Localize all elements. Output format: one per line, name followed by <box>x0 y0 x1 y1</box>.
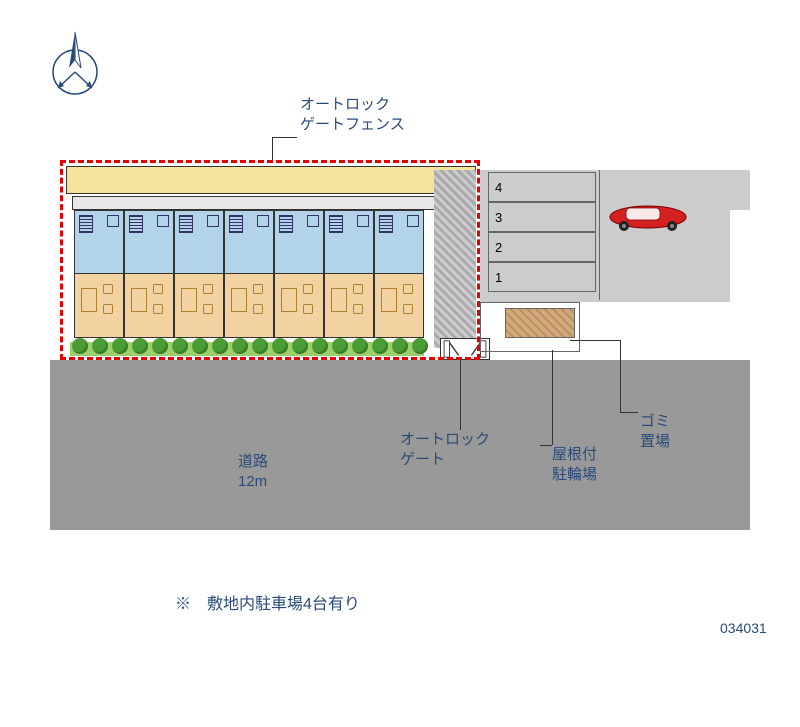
label-trash: ゴミ 置場 <box>640 412 670 451</box>
shrub-icon <box>412 338 428 354</box>
shrub-icon <box>352 338 368 354</box>
plan-id: 034031 <box>720 620 767 636</box>
apartment-units-row <box>74 210 424 338</box>
label-gate-fence: オートロック ゲートフェンス <box>300 95 405 134</box>
apartment-unit <box>74 210 124 338</box>
leader-line <box>570 340 620 341</box>
shrub-row <box>72 338 432 354</box>
label-bike-parking: 屋根付 駐輪場 <box>552 445 597 484</box>
leader-line <box>552 350 553 445</box>
leader-line <box>540 445 552 446</box>
entrance-corridor <box>434 170 476 348</box>
leader-line <box>620 412 638 413</box>
shrub-icon <box>192 338 208 354</box>
shrub-icon <box>292 338 308 354</box>
perimeter-strip <box>66 166 476 194</box>
shrub-icon <box>332 338 348 354</box>
shrub-icon <box>372 338 388 354</box>
label-gate: オートロック ゲート <box>400 430 490 469</box>
shrub-icon <box>132 338 148 354</box>
shrub-icon <box>112 338 128 354</box>
parking-lot-ext <box>700 170 750 210</box>
compass-icon <box>40 30 110 100</box>
shrub-icon <box>312 338 328 354</box>
shrub-icon <box>392 338 408 354</box>
shrub-icon <box>212 338 228 354</box>
bike-parking-area <box>480 302 580 352</box>
shrub-icon <box>152 338 168 354</box>
shrub-icon <box>72 338 88 354</box>
leader-line <box>460 360 461 430</box>
leader-line <box>620 340 621 412</box>
leader-line <box>272 137 273 160</box>
apartment-unit <box>174 210 224 338</box>
shrub-icon <box>172 338 188 354</box>
apartment-unit <box>124 210 174 338</box>
apartment-unit <box>224 210 274 338</box>
apartment-unit <box>374 210 424 338</box>
shrub-icon <box>252 338 268 354</box>
shrub-icon <box>272 338 288 354</box>
roof-strip <box>72 196 470 210</box>
leader-line <box>272 137 297 138</box>
shrub-icon <box>232 338 248 354</box>
apartment-unit <box>274 210 324 338</box>
shrub-icon <box>92 338 108 354</box>
site-plan: 4321 <box>60 160 740 420</box>
note-text: ※ 敷地内駐車場4台有り <box>175 590 360 614</box>
apartment-unit <box>324 210 374 338</box>
label-road: 道路 12m <box>238 452 268 491</box>
parking-divider <box>480 170 600 300</box>
car-icon <box>608 202 688 237</box>
